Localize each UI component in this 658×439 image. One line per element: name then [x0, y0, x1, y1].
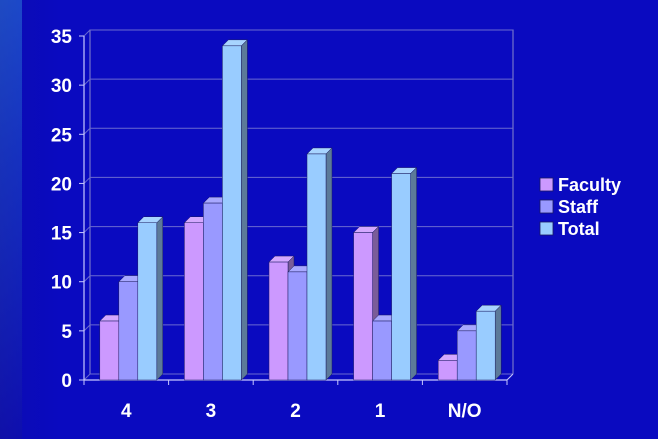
gridline-connector [83, 226, 91, 233]
bar-staff-2 [287, 271, 308, 381]
bar-total-no [475, 310, 496, 381]
x-tick-label: N/O [448, 401, 482, 422]
bar-side-total [325, 147, 333, 381]
x-tick-label: 4 [121, 401, 132, 422]
bar-faculty-no [437, 360, 458, 381]
legend-swatch-total [539, 221, 554, 236]
bars [99, 39, 502, 381]
legend-label-faculty: Faculty [558, 175, 621, 195]
y-tick-label: 20 [51, 174, 72, 195]
bar-total-1 [391, 173, 411, 381]
gridline-connector [83, 324, 91, 332]
bar-staff-no [456, 330, 477, 381]
bar-total-4 [137, 222, 158, 381]
bar-side-total [494, 304, 502, 381]
y-tick-label: 25 [51, 125, 73, 146]
legend-label-total: Total [558, 219, 600, 239]
legend-label-staff: Staff [558, 197, 599, 217]
bar-faculty-1 [353, 232, 373, 381]
bar-faculty-4 [99, 320, 120, 381]
gridline-connector [83, 373, 91, 381]
bar-faculty-2 [268, 261, 289, 381]
bar-total-3 [222, 45, 242, 381]
gridline-connector [83, 29, 91, 37]
gridline-connector [83, 78, 91, 86]
y-tick-label: 5 [61, 322, 72, 343]
bar-staff-1 [372, 320, 392, 381]
x-tick-label: 2 [290, 401, 301, 422]
y-tick-labels: 0 5 10 15 20 25 30 35 [51, 27, 73, 392]
y-tick-label: 35 [51, 27, 73, 48]
gridline-connector [83, 177, 91, 184]
bar-faculty-3 [184, 222, 204, 381]
legend-swatch-faculty [539, 177, 554, 192]
bar-staff-3 [203, 202, 223, 381]
bar-side-total [156, 216, 164, 381]
gridline-connector [83, 127, 91, 135]
y-tick-label: 0 [61, 371, 72, 392]
x-tick-labels: 4 3 2 1 N/O [121, 401, 482, 422]
bar-total-2 [306, 153, 327, 381]
bar-side-total [410, 166, 417, 381]
legend-swatch-staff [539, 199, 554, 214]
gridline-connector [83, 275, 91, 283]
y-tick-label: 10 [51, 273, 72, 294]
x-tick-label: 3 [206, 401, 217, 422]
y-tick-label: 30 [51, 76, 72, 97]
x-tick-label: 1 [375, 401, 386, 422]
bar-side-total [241, 39, 248, 381]
bar-staff-4 [118, 281, 139, 381]
x-axis-edge [506, 373, 514, 381]
y-tick-label: 15 [51, 224, 73, 245]
